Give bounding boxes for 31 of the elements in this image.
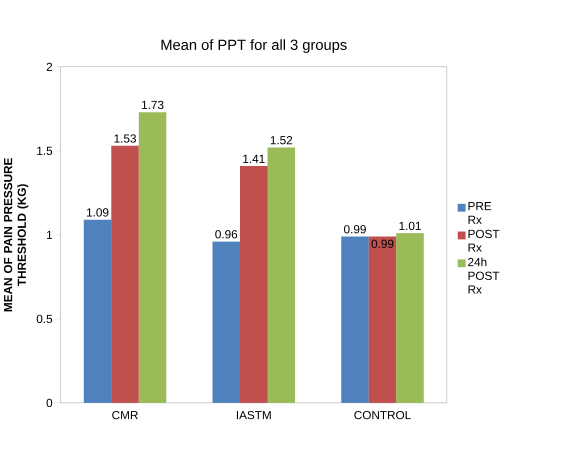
x-tick-label: CONTROL	[354, 411, 411, 420]
data-label: 1.73	[142, 100, 164, 110]
chart-title: Mean of PPT for all 3 groups	[162, 39, 347, 54]
bar	[368, 236, 396, 404]
bar	[240, 166, 268, 404]
x-tick-label: IASTM	[236, 411, 271, 420]
legend-label: POST Rx	[468, 230, 500, 252]
bar	[138, 112, 166, 404]
y-tick-label: 0.5	[36, 314, 52, 324]
y-tick-label: 1	[46, 230, 52, 240]
bar	[341, 236, 369, 404]
y-tick-label: 0	[46, 398, 52, 408]
data-label: 0.96	[215, 230, 238, 239]
data-label: 1.53	[114, 134, 136, 143]
legend-label: 24h POST Rx	[468, 258, 500, 294]
bar	[268, 148, 296, 404]
bar	[212, 242, 240, 404]
legend-label: PRE Rx	[468, 202, 492, 224]
data-label: 0.99	[372, 240, 394, 248]
data-label: 0.99	[344, 225, 366, 234]
y-tick-label: 2	[46, 62, 52, 72]
x-tick-label: CMR	[112, 411, 138, 420]
bar	[396, 233, 424, 404]
data-label: 1.52	[270, 136, 292, 144]
y-tick-label: 1.5	[37, 146, 52, 156]
data-label: 1.09	[86, 208, 108, 217]
bar	[84, 220, 112, 404]
data-label: 1.41	[243, 154, 265, 163]
y-axis-title: MEAN OF PAIN PRESSURE THRESHOLD (KG)	[4, 158, 28, 312]
bar	[111, 146, 139, 404]
data-label: 1.01	[399, 222, 421, 230]
